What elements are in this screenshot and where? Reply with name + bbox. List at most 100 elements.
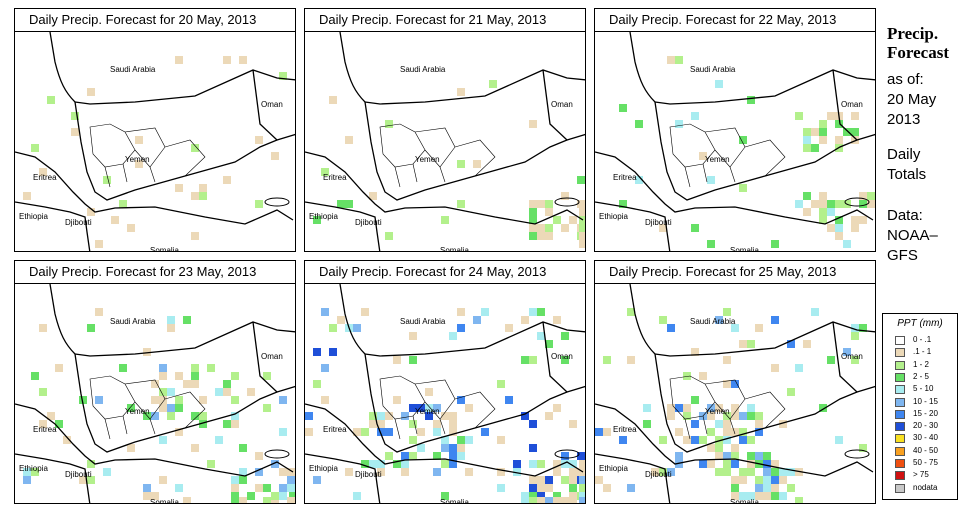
precip-cell bbox=[747, 412, 755, 420]
precip-cell bbox=[457, 452, 465, 460]
precip-cell bbox=[699, 436, 707, 444]
precip-cell bbox=[473, 316, 481, 324]
precip-cell bbox=[481, 428, 489, 436]
precip-cell bbox=[851, 128, 859, 136]
precip-cell bbox=[401, 452, 409, 460]
precip-cell bbox=[569, 484, 577, 492]
country-label-ethiopia: Ethiopia bbox=[309, 212, 338, 221]
precip-cell bbox=[231, 412, 239, 420]
precip-map: Saudi Arabia Oman Yemen Eritrea Ethiopia Djib… bbox=[595, 32, 875, 252]
precip-cell bbox=[313, 476, 321, 484]
precip-cell bbox=[675, 56, 683, 64]
precip-cell bbox=[409, 436, 417, 444]
precip-cell bbox=[135, 136, 143, 144]
precip-cell bbox=[755, 476, 763, 484]
precip-cell bbox=[449, 452, 457, 460]
precip-cell bbox=[739, 428, 747, 436]
precip-cell bbox=[859, 192, 867, 200]
precip-cell bbox=[811, 128, 819, 136]
precip-cell bbox=[305, 412, 313, 420]
precip-cell bbox=[707, 412, 715, 420]
precip-cell bbox=[521, 356, 529, 364]
precip-cell bbox=[449, 332, 457, 340]
precip-cell bbox=[329, 96, 337, 104]
legend-swatch bbox=[895, 336, 905, 345]
country-label-ethiopia: Ethiopia bbox=[309, 464, 338, 473]
precip-cell bbox=[529, 484, 537, 492]
precip-cell bbox=[465, 404, 473, 412]
precip-cell bbox=[433, 468, 441, 476]
precip-cell bbox=[715, 452, 723, 460]
precip-cell bbox=[747, 340, 755, 348]
socotra-island bbox=[844, 197, 870, 207]
precip-cell bbox=[385, 428, 393, 436]
precip-cell bbox=[635, 176, 643, 184]
precip-cell bbox=[433, 404, 441, 412]
precip-cell bbox=[739, 436, 747, 444]
precip-cell bbox=[851, 224, 859, 232]
precip-cell bbox=[191, 444, 199, 452]
panel-title: Daily Precip. Forecast for 22 May, 2013 bbox=[595, 9, 875, 32]
precip-cell bbox=[579, 232, 585, 240]
precip-cell bbox=[707, 444, 715, 452]
precip-cell bbox=[207, 364, 215, 372]
country-label-oman: Oman bbox=[551, 352, 573, 361]
precip-map: Saudi Arabia Oman Yemen Eritrea Ethiopia Djib… bbox=[15, 284, 295, 503]
governorate-borders bbox=[669, 123, 786, 188]
precip-cell bbox=[691, 420, 699, 428]
precip-cell bbox=[521, 316, 529, 324]
precip-cell bbox=[385, 412, 393, 420]
precip-cell bbox=[771, 468, 779, 476]
country-label-saudi-arabia: Saudi Arabia bbox=[110, 317, 156, 326]
precip-cell bbox=[167, 404, 175, 412]
precip-cell bbox=[465, 436, 473, 444]
precip-cell bbox=[755, 428, 763, 436]
data-source-line3: GFS bbox=[887, 247, 918, 264]
precip-cell bbox=[819, 192, 827, 200]
precip-cell bbox=[329, 348, 337, 356]
precip-cell bbox=[553, 216, 561, 224]
precip-cell bbox=[23, 192, 31, 200]
precip-cell bbox=[537, 224, 545, 232]
precip-cell bbox=[827, 224, 835, 232]
precip-cell bbox=[835, 232, 843, 240]
precip-cell bbox=[255, 484, 263, 492]
country-label-somalia: Somalia bbox=[730, 246, 759, 252]
precip-cell bbox=[529, 216, 537, 224]
precip-cell bbox=[553, 492, 561, 500]
precip-cell bbox=[747, 436, 755, 444]
precip-cell bbox=[731, 484, 739, 492]
precip-cell bbox=[167, 324, 175, 332]
precip-cell bbox=[715, 468, 723, 476]
precip-cell bbox=[417, 428, 425, 436]
legend-label: nodata bbox=[913, 482, 938, 492]
precip-cell bbox=[731, 428, 739, 436]
precip-cell bbox=[287, 497, 295, 503]
precip-cell bbox=[529, 200, 537, 208]
precip-cell bbox=[119, 364, 127, 372]
precip-cell bbox=[199, 192, 207, 200]
precip-cell bbox=[175, 372, 183, 380]
precip-legend: PPT (mm) 0 - .1 .1 - 1 1 - 2 2 - 5 5 - 10 10 … bbox=[882, 313, 958, 500]
precip-cell bbox=[803, 340, 811, 348]
precip-cell bbox=[239, 497, 247, 503]
precip-cell bbox=[175, 484, 183, 492]
precip-cell bbox=[715, 80, 723, 88]
precip-cell bbox=[635, 120, 643, 128]
precip-cell bbox=[521, 492, 529, 500]
precip-cell bbox=[545, 224, 553, 232]
precip-cell bbox=[79, 476, 87, 484]
precip-cell bbox=[393, 356, 401, 364]
precip-cell bbox=[529, 208, 537, 216]
precip-cell bbox=[191, 144, 199, 152]
country-label-yemen: Yemen bbox=[705, 407, 730, 416]
precip-cell bbox=[579, 484, 585, 492]
precip-cell bbox=[569, 476, 577, 484]
precip-cell bbox=[529, 224, 537, 232]
country-label-yemen: Yemen bbox=[705, 155, 730, 164]
precip-cell bbox=[529, 476, 537, 484]
precip-cell bbox=[441, 492, 449, 500]
precip-cell bbox=[667, 404, 675, 412]
precip-cell bbox=[843, 348, 851, 356]
country-label-eritrea: Eritrea bbox=[323, 173, 347, 182]
